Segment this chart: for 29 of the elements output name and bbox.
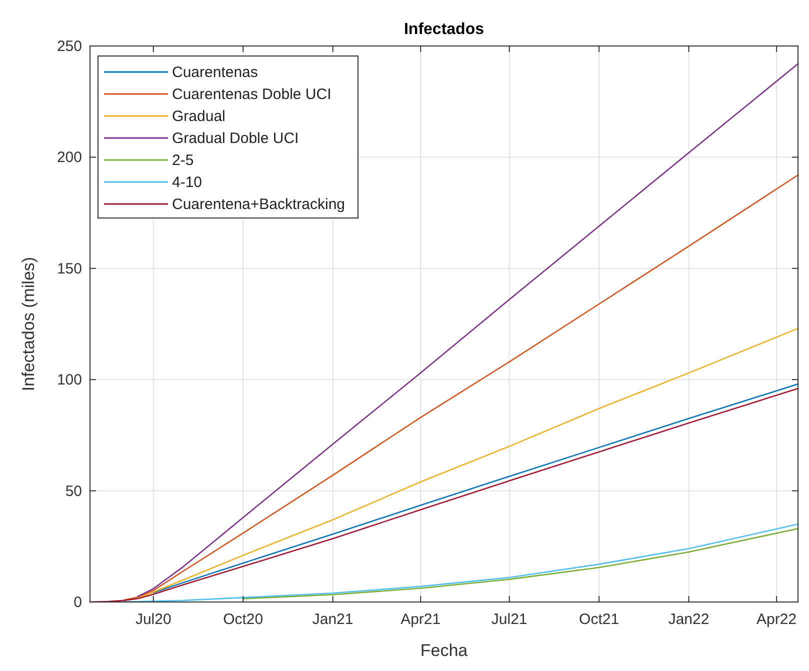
y-tick-label: 150 — [56, 260, 82, 278]
legend-label: 4-10 — [172, 174, 202, 191]
legend-label: Cuarentenas — [172, 64, 258, 81]
line-series — [242, 528, 799, 600]
legend-label: 2-5 — [172, 152, 194, 169]
line-series — [123, 524, 799, 602]
x-axis-title: Fecha — [420, 641, 468, 660]
y-tick-label: 0 — [74, 594, 82, 611]
x-tick-label: Jan22 — [668, 611, 710, 628]
y-tick-label: 50 — [65, 482, 82, 500]
legend-label: Cuarentena+Backtracking — [172, 196, 346, 213]
y-tick-label: 200 — [56, 149, 82, 166]
y-tick-label: 250 — [56, 38, 82, 55]
x-tick-label: Jul20 — [135, 611, 172, 628]
legend-label: Gradual — [172, 108, 226, 125]
line-series — [137, 63, 799, 598]
line-series — [123, 174, 799, 601]
x-tick-label: Apr22 — [756, 611, 797, 628]
legend-label: Gradual Doble UCI — [172, 130, 299, 147]
line-series — [137, 328, 799, 599]
y-tick-label: 100 — [56, 372, 82, 389]
x-tick-label: Jul21 — [491, 611, 528, 628]
x-tick-label: Oct21 — [579, 611, 620, 628]
legend-label: Cuarentenas Doble UCI — [172, 86, 332, 103]
x-tick-label: Apr21 — [400, 611, 441, 628]
x-tick-label: Jan21 — [312, 611, 354, 628]
chart-title: Infectados — [404, 21, 484, 38]
x-tick-label: Oct20 — [223, 611, 264, 628]
y-axis-title: Infectados (miles) — [19, 256, 38, 392]
